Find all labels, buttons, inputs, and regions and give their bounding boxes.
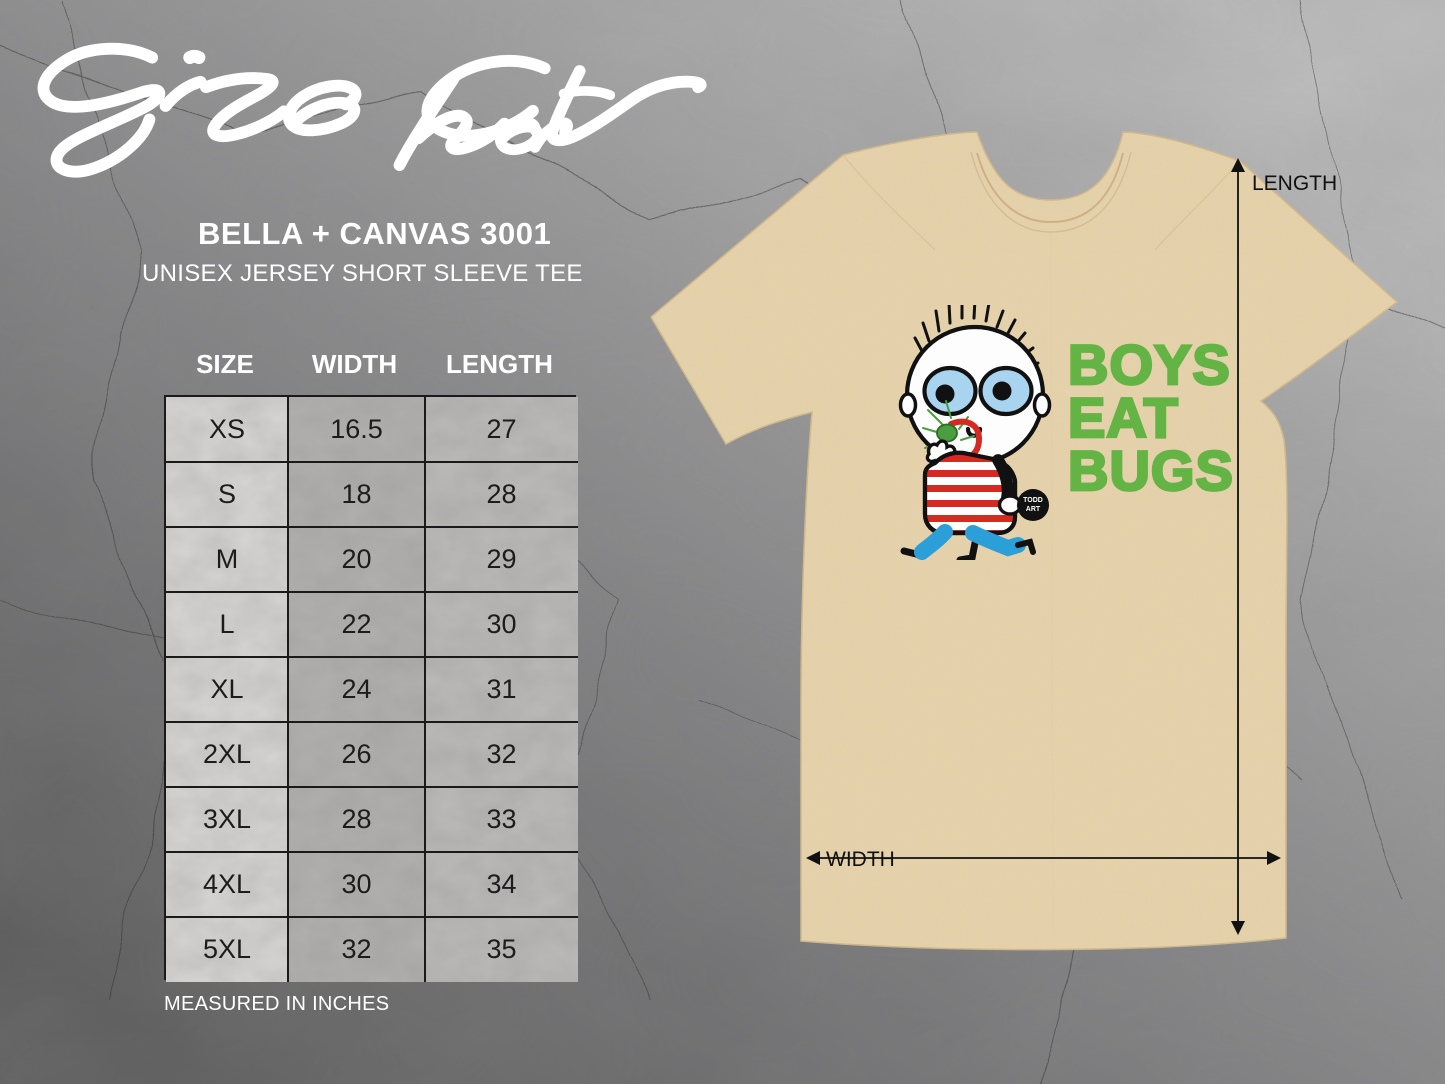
svg-text:LENGTH: LENGTH	[1252, 172, 1337, 195]
svg-text:WIDTH: WIDTH	[826, 848, 895, 871]
